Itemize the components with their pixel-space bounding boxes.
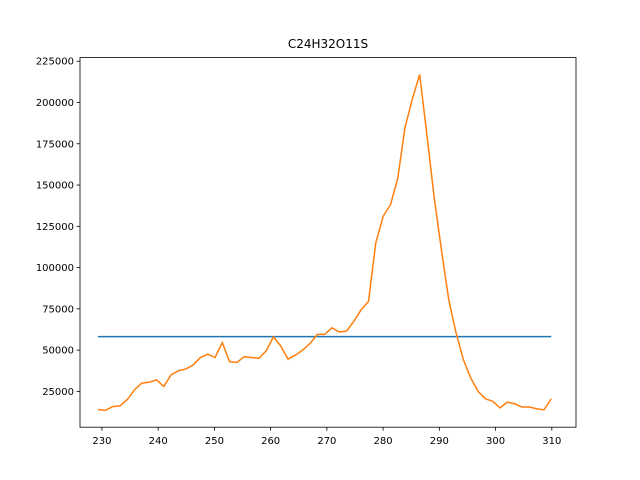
x-tick-label: 230 xyxy=(92,436,111,447)
y-tick-label: 50000 xyxy=(42,346,74,357)
x-tick-label: 280 xyxy=(374,436,393,447)
x-tick-label: 270 xyxy=(317,436,336,447)
y-tick-label: 75000 xyxy=(42,304,74,315)
x-tick-label: 290 xyxy=(430,436,449,447)
axes-frame xyxy=(79,57,577,428)
y-tick-label: 125000 xyxy=(36,222,74,233)
x-tick-label: 250 xyxy=(205,436,224,447)
x-tick-label: 300 xyxy=(486,436,505,447)
y-tick-label: 25000 xyxy=(42,387,74,398)
y-tick-label: 150000 xyxy=(36,181,74,192)
y-tick-label: 175000 xyxy=(36,139,74,150)
x-tick-label: 310 xyxy=(542,436,561,447)
x-tick-label: 260 xyxy=(261,436,280,447)
y-tick-label: 200000 xyxy=(36,98,74,109)
y-tick-label: 225000 xyxy=(36,57,74,68)
y-tick-label: 100000 xyxy=(36,263,74,274)
x-tick-label: 240 xyxy=(149,436,168,447)
chart-title: C24H32O11S xyxy=(288,37,368,51)
line-series xyxy=(97,74,552,412)
